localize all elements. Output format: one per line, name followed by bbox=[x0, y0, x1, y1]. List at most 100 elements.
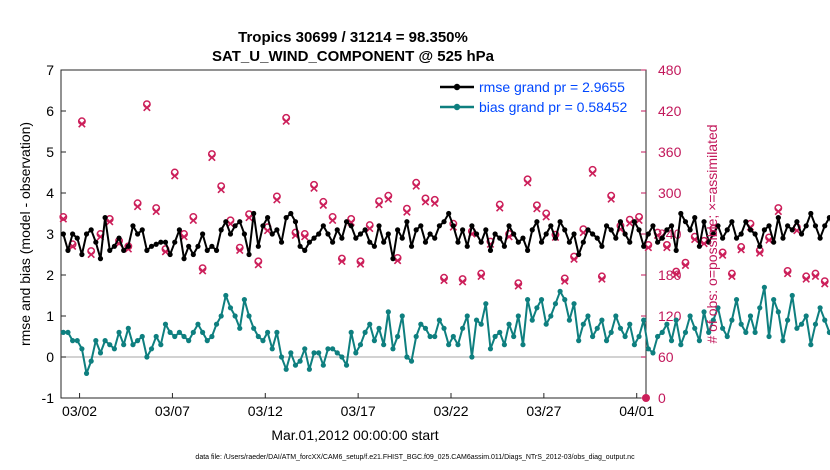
rmse-point bbox=[794, 219, 800, 225]
bias-point bbox=[817, 305, 823, 311]
bias-point bbox=[125, 325, 131, 331]
assimilated-obs-point bbox=[143, 103, 151, 112]
rmse-point bbox=[93, 239, 99, 245]
rmse-point bbox=[343, 219, 350, 225]
rmse-point bbox=[441, 219, 447, 225]
bias-point bbox=[520, 342, 526, 348]
bias-point bbox=[227, 305, 234, 311]
rmse-point bbox=[260, 223, 266, 229]
rmse-point bbox=[655, 239, 661, 245]
rmse-point bbox=[706, 239, 712, 245]
rmse-point bbox=[738, 231, 744, 237]
assimilated-obs-point bbox=[356, 260, 365, 268]
y-right-tick-label: 300 bbox=[658, 185, 682, 201]
bias-point bbox=[631, 342, 637, 348]
bias-point bbox=[343, 362, 350, 368]
rmse-point bbox=[687, 227, 693, 233]
rmse-point bbox=[812, 223, 819, 229]
bias-point bbox=[83, 370, 90, 376]
rmse-point bbox=[780, 235, 786, 241]
assimilated-obs-point bbox=[755, 249, 764, 257]
rmse-point bbox=[255, 243, 261, 249]
assimilated-obs-point bbox=[625, 219, 634, 227]
rmse-point bbox=[316, 231, 322, 237]
rmse-point bbox=[125, 243, 131, 249]
rmse-point bbox=[399, 235, 405, 241]
assimilated-obs-point bbox=[598, 275, 606, 283]
y-left-tick-label: 7 bbox=[46, 62, 54, 78]
bias-point bbox=[664, 321, 670, 327]
rmse-point bbox=[724, 227, 730, 233]
rmse-point bbox=[311, 235, 317, 241]
rmse-point bbox=[752, 231, 758, 237]
assimilated-obs-point bbox=[105, 217, 114, 226]
rmse-point bbox=[334, 227, 340, 233]
rmse-point bbox=[701, 219, 707, 225]
rmse-point bbox=[223, 219, 229, 225]
bias-point bbox=[752, 329, 758, 335]
y-left-tick-label: 0 bbox=[46, 349, 54, 365]
rmse-point bbox=[766, 223, 772, 229]
rmse-point bbox=[594, 235, 600, 241]
assimilated-obs-point bbox=[820, 280, 829, 288]
y-left-tick-label: 6 bbox=[46, 103, 54, 119]
bias-point bbox=[111, 346, 117, 352]
bias-point bbox=[659, 329, 665, 335]
assimilated-obs-point bbox=[180, 232, 188, 241]
rmse-point bbox=[148, 243, 155, 249]
rmse-point bbox=[320, 223, 326, 229]
assimilated-obs-point bbox=[273, 196, 281, 204]
rmse-point bbox=[803, 223, 809, 229]
bias-point bbox=[678, 342, 684, 348]
rmse-point bbox=[371, 243, 377, 249]
bias-point bbox=[636, 333, 642, 340]
rmse-point bbox=[176, 227, 182, 233]
bias-point bbox=[311, 350, 317, 356]
possible-obs-point bbox=[59, 212, 68, 221]
rmse-point bbox=[446, 210, 452, 217]
rmse-point bbox=[659, 235, 665, 241]
rmse-point bbox=[181, 256, 187, 262]
rmse-point bbox=[590, 231, 596, 237]
rmse-point bbox=[167, 251, 173, 258]
bias-point bbox=[701, 309, 707, 315]
assimilated-obs-point bbox=[430, 199, 439, 208]
bias-point bbox=[260, 338, 266, 344]
bias-point bbox=[580, 321, 586, 327]
rmse-point bbox=[251, 210, 257, 217]
rmse-point bbox=[822, 223, 828, 229]
bias-point bbox=[88, 358, 94, 364]
rmse-point bbox=[278, 239, 285, 245]
y-left-tick-label: 2 bbox=[46, 267, 54, 283]
bias-point bbox=[97, 350, 104, 356]
bias-point bbox=[102, 338, 108, 344]
bias-point bbox=[381, 342, 387, 348]
bias-point bbox=[492, 333, 498, 340]
bias-point bbox=[316, 350, 322, 356]
bias-point bbox=[780, 338, 786, 344]
bias-point bbox=[330, 346, 336, 352]
rmse-point bbox=[543, 231, 549, 237]
assimilated-obs-point bbox=[523, 178, 532, 187]
bias-point bbox=[571, 301, 577, 307]
bias-point bbox=[320, 362, 326, 368]
y-right-tick-label: 480 bbox=[658, 62, 682, 78]
assimilated-obs-point bbox=[477, 272, 485, 281]
rmse-point bbox=[501, 243, 507, 249]
rmse-point bbox=[436, 223, 442, 229]
bias-point bbox=[608, 329, 614, 335]
bias-point bbox=[60, 329, 66, 335]
bias-point bbox=[655, 333, 661, 340]
rmse-point bbox=[460, 227, 466, 233]
rmse-point bbox=[172, 239, 178, 245]
bias-point bbox=[371, 338, 377, 344]
bias-point bbox=[715, 305, 721, 311]
rmse-point bbox=[288, 210, 294, 217]
assimilated-obs-point bbox=[254, 260, 263, 269]
assimilated-obs-point bbox=[421, 198, 430, 206]
rmse-point bbox=[413, 227, 419, 233]
bias-point bbox=[576, 338, 582, 344]
rmse-point bbox=[204, 247, 210, 253]
rmse-point bbox=[362, 227, 368, 233]
rmse-point bbox=[789, 227, 795, 233]
